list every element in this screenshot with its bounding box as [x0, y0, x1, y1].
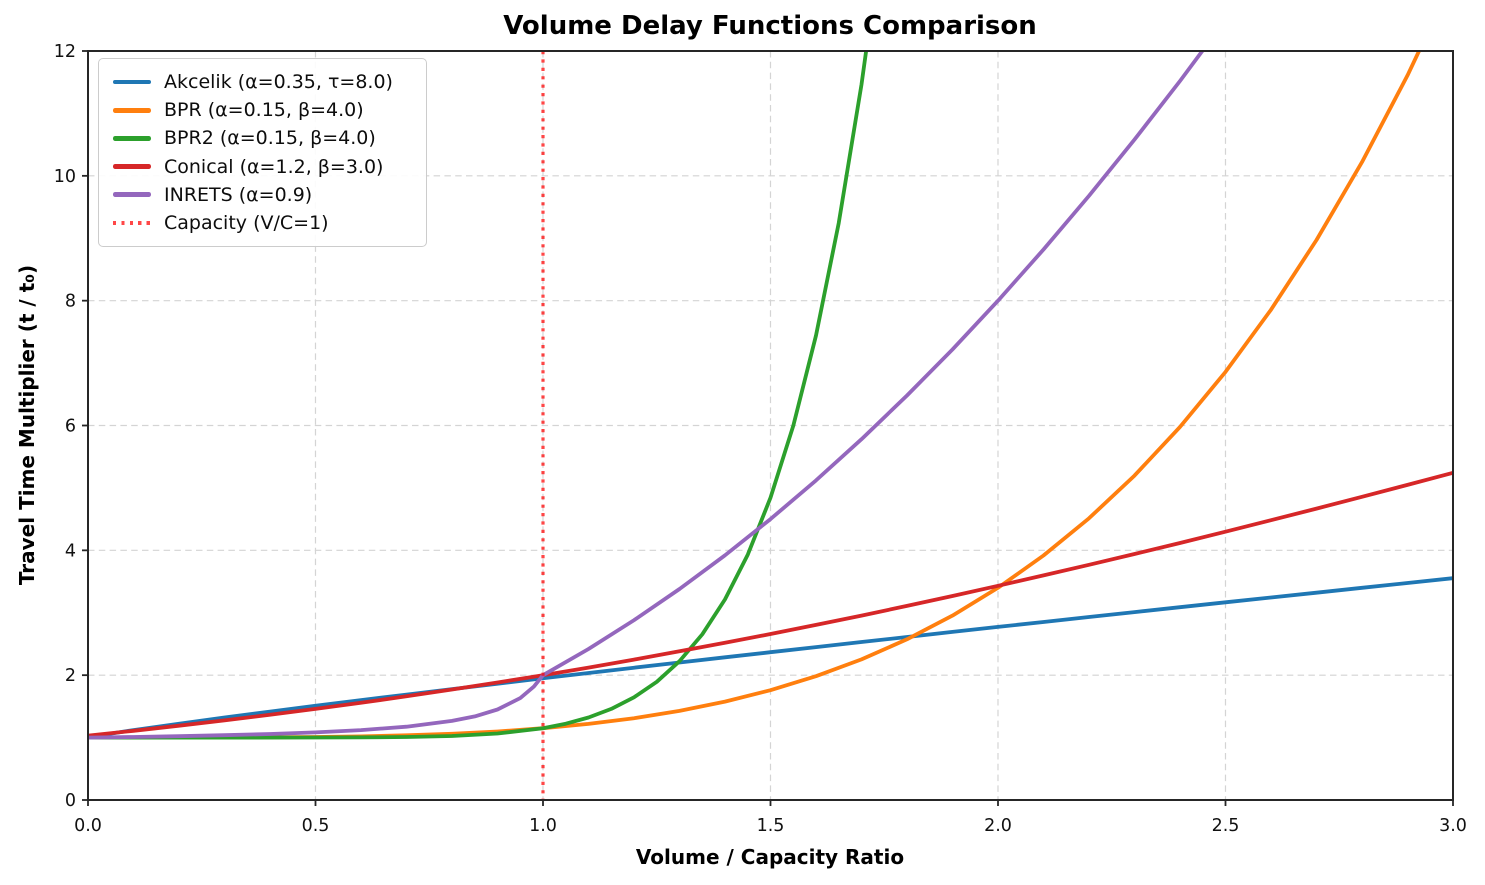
legend-item-label: BPR2 (α=0.15, β=4.0) [164, 127, 376, 150]
legend-line-swatch [113, 192, 151, 197]
series-line-conical [88, 470, 1453, 738]
x-axis-label: Volume / Capacity Ratio [635, 845, 905, 869]
x-tick-label: 3.0 [1439, 816, 1467, 836]
y-tick-label: 10 [54, 167, 76, 187]
x-tick-label: 0.0 [74, 816, 102, 836]
legend-item-akcelik: Akcelik (α=0.35, τ=8.0) [113, 70, 412, 95]
x-tick-label: 2.0 [984, 816, 1012, 836]
legend: Akcelik (α=0.35, τ=8.0) BPR (α=0.15, β=4.… [98, 58, 427, 247]
y-tick-label: 4 [65, 541, 76, 561]
series-line-bpr2 [88, 51, 869, 740]
legend-item-label: INRETS (α=0.9) [164, 183, 313, 206]
x-tick-label: 2.5 [1212, 816, 1240, 836]
y-tick-label: 0 [65, 791, 76, 811]
legend-item-bpr2: BPR2 (α=0.15, β=4.0) [113, 126, 412, 151]
legend-item-conical: Conical (α=1.2, β=3.0) [113, 154, 412, 179]
legend-item-bpr: BPR (α=0.15, β=4.0) [113, 98, 412, 123]
y-tick-label: 12 [54, 42, 76, 62]
x-tick-label: 1.5 [757, 816, 785, 836]
legend-item-label: Capacity (V/C=1) [164, 211, 329, 234]
y-tick-label: 2 [65, 666, 76, 686]
chart-title: Volume Delay Functions Comparison [503, 11, 1037, 41]
legend-line-swatch [113, 136, 151, 141]
series-line-akcelik [88, 576, 1453, 740]
legend-line-swatch [113, 164, 151, 169]
legend-item-label: BPR (α=0.15, β=4.0) [164, 99, 364, 122]
y-tick-label: 8 [65, 292, 76, 312]
legend-item-capacity: Capacity (V/C=1) [113, 210, 412, 235]
legend-dotted-line-swatch [113, 221, 151, 225]
x-tick-label: 0.5 [302, 816, 330, 836]
legend-item-label: Conical (α=1.2, β=3.0) [164, 155, 384, 178]
legend-line-swatch [113, 79, 151, 85]
series-line-inrets [88, 51, 1205, 740]
x-tick-label: 1.0 [529, 816, 557, 836]
y-tick-label: 6 [65, 417, 76, 437]
y-axis-label: Travel Time Multiplier (t / t₀) [15, 264, 39, 586]
legend-line-swatch [113, 107, 151, 113]
legend-item-inrets: INRETS (α=0.9) [113, 182, 412, 207]
legend-item-label: Akcelik (α=0.35, τ=8.0) [164, 71, 393, 94]
